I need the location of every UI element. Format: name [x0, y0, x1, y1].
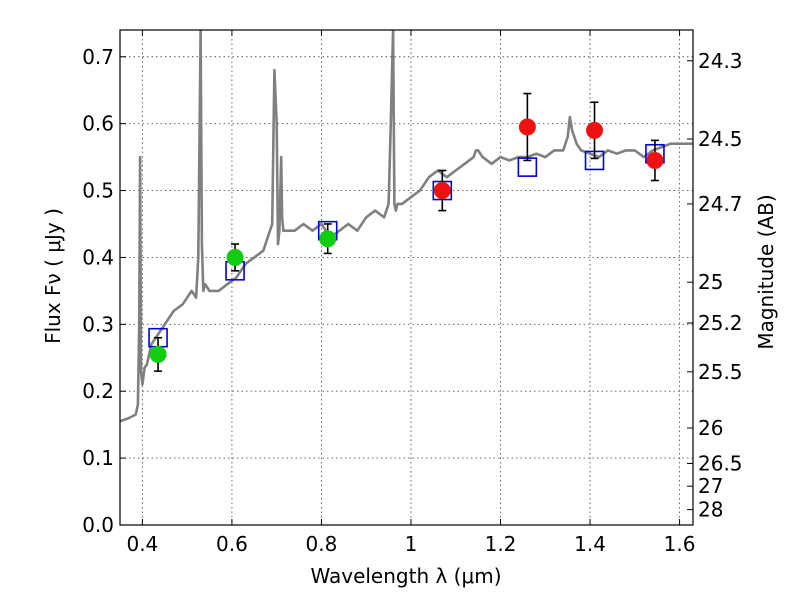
x-tick-label: 1 — [405, 532, 418, 556]
y2-tick-label: 25 — [698, 270, 723, 294]
y-axis-label: Flux Fν ( μJy ) — [41, 208, 65, 344]
y2-axis-label: Magnitude (AB) — [754, 194, 778, 349]
grid — [120, 30, 693, 525]
y2-tick-label: 24.5 — [698, 127, 743, 151]
y2-tick-label: 24.3 — [698, 49, 743, 73]
y2-tick-label: 27 — [698, 474, 723, 498]
plot-frame — [119, 29, 694, 526]
observed-point — [433, 182, 451, 200]
x-tick-label: 1.6 — [664, 532, 696, 556]
marker-layer — [148, 92, 665, 372]
x-tick-label: 1.4 — [574, 532, 606, 556]
x-axis-label: Wavelength λ (μm) — [310, 564, 501, 588]
x-tick-label: 0.8 — [306, 532, 338, 556]
observed-point — [319, 230, 337, 248]
spectrum-line — [120, 30, 693, 423]
y-tick-label: 0.0 — [82, 513, 114, 537]
x-tick-label: 0.4 — [126, 532, 158, 556]
spectrum-layer — [120, 30, 693, 423]
x-tick-label: 0.6 — [216, 532, 248, 556]
x-tick-label: 1.2 — [485, 532, 517, 556]
y-tick-label: 0.5 — [82, 179, 114, 203]
y2-tick-label: 25.5 — [698, 360, 743, 384]
observed-point — [646, 151, 664, 169]
y-tick-label: 0.1 — [82, 446, 114, 470]
y2-tick-label: 26 — [698, 416, 723, 440]
observed-point — [586, 121, 604, 139]
y2-tick-label: 24.7 — [698, 192, 743, 216]
y-tick-label: 0.6 — [82, 112, 114, 136]
y-tick-label: 0.7 — [82, 45, 114, 69]
y2-tick-label: 28 — [698, 498, 723, 522]
y2-tick-label: 26.5 — [698, 451, 743, 475]
observed-point — [518, 118, 536, 136]
observed-point — [149, 345, 167, 363]
y-tick-label: 0.2 — [82, 379, 114, 403]
tick-layer: 0.4 0.6 0.8 1 1.2 1.4 1.6 0.0 0.1 0.2 0.3 0.4 0.5 0.6… — [82, 30, 743, 556]
y2-tick-label: 25.2 — [698, 311, 743, 335]
observed-point — [226, 248, 244, 266]
y-tick-label: 0.4 — [82, 245, 114, 269]
y-tick-label: 0.3 — [82, 312, 114, 336]
